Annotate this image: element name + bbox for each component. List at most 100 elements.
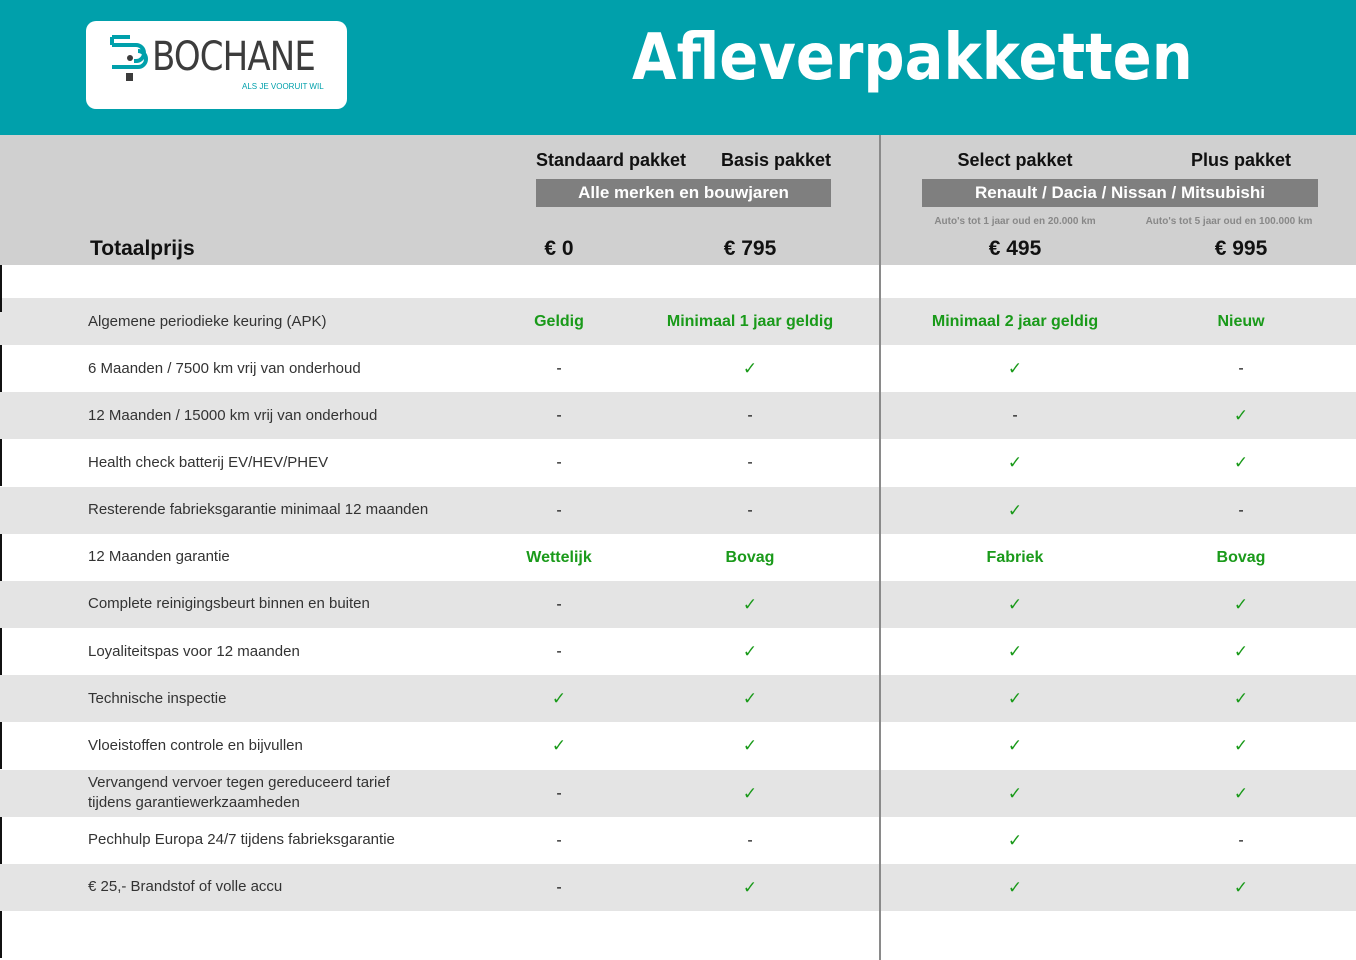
brand-tagline: ALS JE VOORUIT WIL xyxy=(242,82,324,91)
not-included: - xyxy=(556,501,562,519)
check-icon: ✓ xyxy=(1233,406,1249,426)
check-icon: ✓ xyxy=(551,689,567,709)
check-icon: ✓ xyxy=(1007,736,1023,756)
check-icon: ✓ xyxy=(1007,830,1023,850)
brand-band-right: Renault / Dacia / Nissan / Mitsubishi xyxy=(922,179,1318,207)
not-included: - xyxy=(556,831,562,849)
check-icon: ✓ xyxy=(551,736,567,756)
page-title: Afleverpakketten xyxy=(632,21,1193,95)
feature-value: Fabriek xyxy=(986,548,1044,566)
header-banner: BOCHANE ALS JE VOORUIT WIL Afleverpakket… xyxy=(0,0,1356,135)
feature-label: Technische inspectie xyxy=(88,689,227,707)
check-icon: ✓ xyxy=(742,594,758,614)
package-price: € 995 xyxy=(1214,237,1268,260)
check-icon: ✓ xyxy=(742,783,758,803)
not-included: - xyxy=(1238,360,1244,378)
package-name: Standaard pakket xyxy=(535,150,687,170)
feature-value: Minimaal 1 jaar geldig xyxy=(666,313,834,330)
table-row: Vervangend vervoer tegen gereduceerd tar… xyxy=(0,769,1356,817)
package-price: € 795 xyxy=(723,237,777,260)
not-included: - xyxy=(747,501,753,519)
feature-value: Bovag xyxy=(725,548,775,566)
check-icon: ✓ xyxy=(1007,359,1023,379)
not-included: - xyxy=(556,784,562,802)
not-included: - xyxy=(747,454,753,472)
not-included: - xyxy=(1238,501,1244,519)
package-name: Select pakket xyxy=(957,150,1073,170)
check-icon: ✓ xyxy=(742,359,758,379)
feature-label: Pechhulp Europa 24/7 tijdens fabrieksgar… xyxy=(88,831,395,849)
check-icon: ✓ xyxy=(742,689,758,709)
table-row: Resterende fabrieksgarantie minimaal 12 … xyxy=(0,486,1356,534)
feature-label: € 25,- Brandstof of volle accu xyxy=(88,878,283,896)
feature-label: Vervangend vervoer tegen gereduceerd tar… xyxy=(88,774,390,811)
not-included: - xyxy=(747,407,753,425)
check-icon: ✓ xyxy=(1233,689,1249,709)
check-icon: ✓ xyxy=(742,642,758,662)
package-note: Auto's tot 1 jaar oud en 20.000 km xyxy=(934,216,1096,227)
check-icon: ✓ xyxy=(742,736,758,756)
table-row: 6 Maanden / 7500 km vrij van onderhoud - ✓… xyxy=(0,345,1356,393)
not-included: - xyxy=(556,360,562,378)
total-label: Totaalprijs xyxy=(90,237,195,260)
not-included: - xyxy=(747,831,753,849)
package-price: € 495 xyxy=(988,237,1042,260)
check-icon: ✓ xyxy=(1233,783,1249,803)
feature-label: Loyaliteitspas voor 12 maanden xyxy=(88,642,300,660)
feature-value: Geldig xyxy=(534,313,584,330)
feature-label: Vloeistoffen controle en bijvullen xyxy=(88,736,303,754)
check-icon: ✓ xyxy=(1233,642,1249,662)
check-icon: ✓ xyxy=(1233,736,1249,756)
check-icon: ✓ xyxy=(1233,453,1249,473)
check-icon: ✓ xyxy=(1007,689,1023,709)
feature-label: Algemene periodieke keuring (APK) xyxy=(88,312,327,330)
table-row: Complete reinigingsbeurt binnen en buite… xyxy=(0,580,1356,628)
brand-name: BOCHANE xyxy=(152,34,316,80)
table-spacer xyxy=(0,265,1356,312)
check-icon: ✓ xyxy=(742,877,758,897)
feature-label: 12 Maanden garantie xyxy=(88,548,230,566)
not-included: - xyxy=(556,407,562,425)
logo: BOCHANE ALS JE VOORUIT WIL xyxy=(86,21,347,109)
package-price: € 0 xyxy=(544,237,574,260)
brand-band-left: Alle merken en bouwjaren xyxy=(536,179,831,207)
not-included: - xyxy=(1012,407,1018,425)
check-icon: ✓ xyxy=(1233,594,1249,614)
feature-label: Resterende fabrieksgarantie minimaal 12 … xyxy=(88,501,429,519)
column-divider xyxy=(879,135,881,960)
not-included: - xyxy=(556,454,562,472)
check-icon: ✓ xyxy=(1007,500,1023,520)
feature-label: 12 Maanden / 15000 km vrij van onderhoud xyxy=(88,406,378,424)
feature-value: Wettelijk xyxy=(526,548,592,566)
check-icon: ✓ xyxy=(1007,642,1023,662)
table-row: Technische inspectie ✓ ✓ ✓ ✓ xyxy=(0,675,1356,723)
not-included: - xyxy=(556,595,562,613)
package-name: Plus pakket xyxy=(1190,150,1292,170)
check-icon: ✓ xyxy=(1233,877,1249,897)
table-row: € 25,- Brandstof of volle accu - ✓ ✓ ✓ xyxy=(0,863,1356,911)
check-icon: ✓ xyxy=(1007,453,1023,473)
table-row: Pechhulp Europa 24/7 tijdens fabrieksgar… xyxy=(0,816,1356,864)
feature-value: Bovag xyxy=(1216,548,1266,566)
feature-value: Minimaal 2 jaar geldig xyxy=(931,313,1099,330)
feature-label: Health check batterij EV/HEV/PHEV xyxy=(88,453,329,471)
bochane-logo-icon xyxy=(110,35,148,81)
table-row: Vloeistoffen controle en bijvullen ✓ ✓ ✓ ✓ xyxy=(0,722,1356,770)
check-icon: ✓ xyxy=(1007,877,1023,897)
table-row: 12 Maanden / 15000 km vrij van onderhoud… xyxy=(0,392,1356,440)
package-note: Auto's tot 5 jaar oud en 100.000 km xyxy=(1145,216,1313,227)
not-included: - xyxy=(556,878,562,896)
table-row: 12 Maanden garantie Wettelijk Bovag Fabriek… xyxy=(0,533,1356,581)
table-footer xyxy=(0,910,1356,960)
not-included: - xyxy=(1238,831,1244,849)
table-row: Loyaliteitspas voor 12 maanden - ✓ ✓ ✓ xyxy=(0,628,1356,676)
check-icon: ✓ xyxy=(1007,783,1023,803)
feature-value: Nieuw xyxy=(1217,313,1265,330)
not-included: - xyxy=(556,643,562,661)
table-row: Health check batterij EV/HEV/PHEV - - ✓ ✓ xyxy=(0,439,1356,487)
feature-label: Complete reinigingsbeurt binnen en buite… xyxy=(88,595,370,613)
package-name: Basis pakket xyxy=(720,150,832,170)
table-row: Algemene periodieke keuring (APK) Geldig M… xyxy=(0,298,1356,345)
feature-label: 6 Maanden / 7500 km vrij van onderhoud xyxy=(88,359,361,377)
check-icon: ✓ xyxy=(1007,594,1023,614)
